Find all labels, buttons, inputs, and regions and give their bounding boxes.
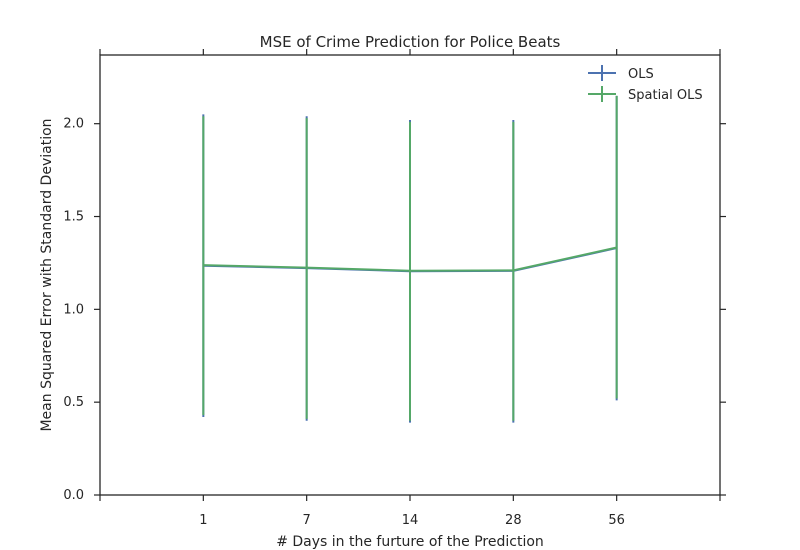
y-tick-label: 1.5 xyxy=(63,210,84,225)
y-tick-label: 0.5 xyxy=(63,395,84,410)
tick-marks xyxy=(94,49,726,501)
x-tick-label: 14 xyxy=(402,513,419,528)
legend: OLS Spatial OLS xyxy=(588,65,703,103)
legend-entry-spatial-ols: Spatial OLS xyxy=(588,86,703,103)
x-tick-label: 7 xyxy=(303,513,311,528)
y-tick-label: 1.0 xyxy=(63,302,84,317)
x-tick-label: 28 xyxy=(505,513,522,528)
x-axis-label: # Days in the furture of the Prediction xyxy=(276,534,544,550)
x-tick-labels: 1 7 14 28 56 xyxy=(199,513,625,528)
chart-title: MSE of Crime Prediction for Police Beats xyxy=(260,33,561,51)
y-tick-labels: 0.0 0.5 1.0 1.5 2.0 xyxy=(63,117,84,503)
legend-entry-ols: OLS xyxy=(588,65,654,82)
y-tick-label: 0.0 xyxy=(63,488,84,503)
legend-label-ols: OLS xyxy=(628,67,654,82)
x-tick-label: 1 xyxy=(199,513,207,528)
series-line-spatial-ols xyxy=(203,246,617,272)
x-tick-label: 56 xyxy=(608,513,625,528)
legend-label-spatial-ols: Spatial OLS xyxy=(628,88,703,103)
y-tick-label: 2.0 xyxy=(63,117,84,132)
series-spatial-ols xyxy=(202,95,618,421)
series-layer xyxy=(202,95,618,423)
y-axis-label: Mean Squared Error with Standard Deviati… xyxy=(39,118,55,431)
